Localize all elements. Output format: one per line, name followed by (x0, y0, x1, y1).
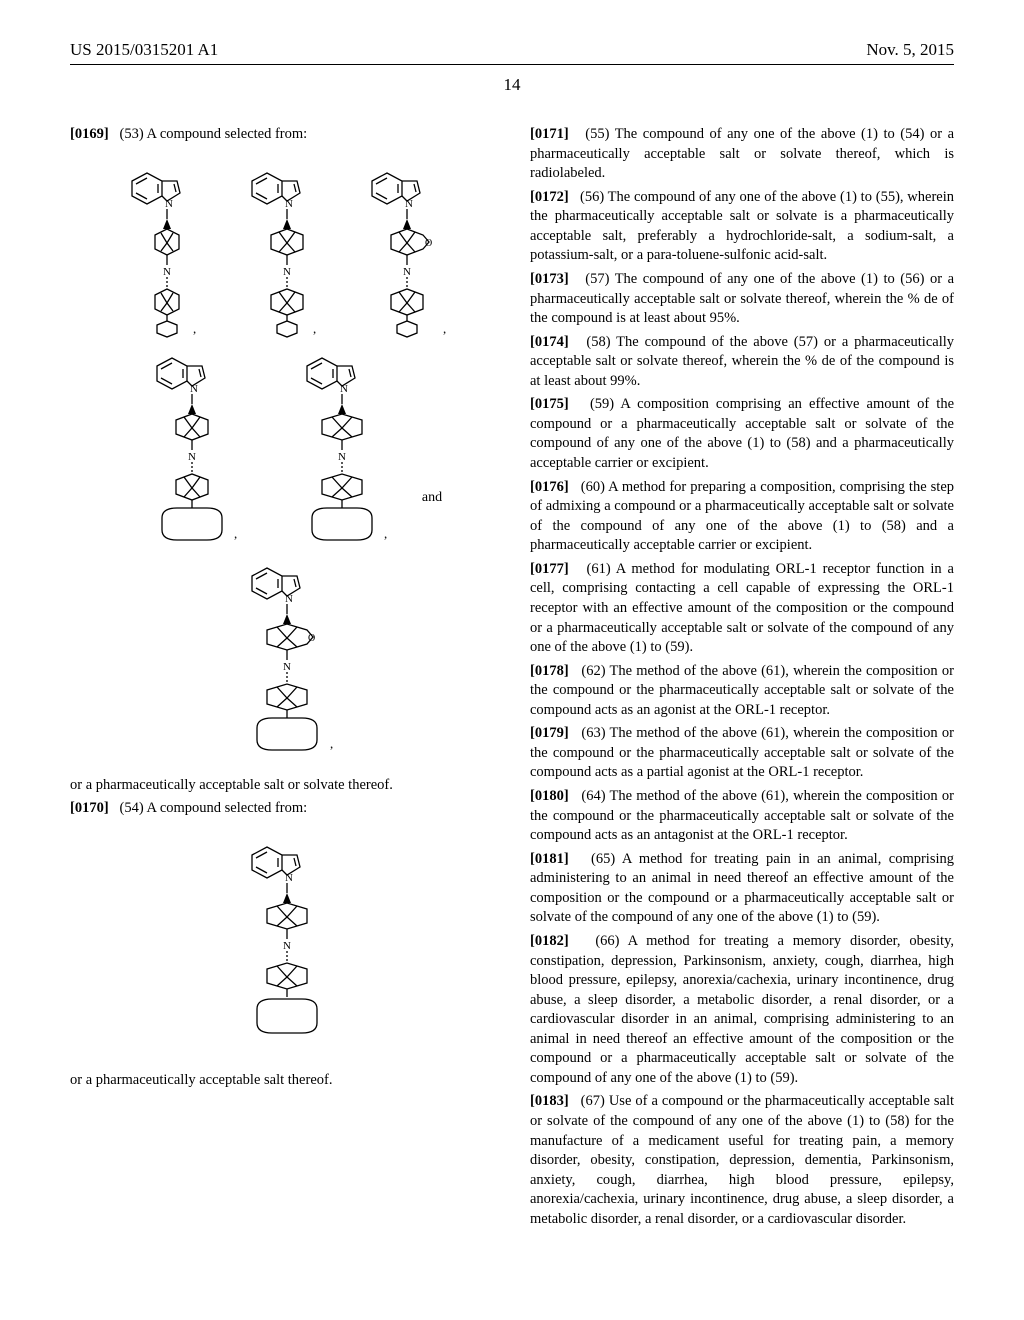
svg-text:N: N (403, 266, 411, 278)
svg-text:N: N (285, 872, 293, 884)
para-text: (55) The compound of any one of the abov… (530, 126, 954, 181)
molecule-6: N O N (212, 558, 352, 758)
svg-text:N: N (163, 266, 171, 278)
svg-text:N: N (405, 198, 413, 210)
svg-text:N: N (283, 940, 291, 952)
molecule-3: N O N (347, 163, 457, 338)
molecule-1: N N (107, 163, 207, 338)
para-num: [0183] (530, 1093, 569, 1109)
para-text: (66) A method for treating a memory diso… (530, 933, 954, 1086)
chem-structures-54: N N (70, 837, 494, 1054)
para-num: [0180] (530, 788, 569, 804)
para-0169: [0169] (53) A compound selected from: (70, 125, 494, 145)
para-0174: [0174] (58) The compound of the above (5… (530, 333, 954, 392)
svg-text:O: O (425, 238, 432, 249)
after-chem-1: or a pharmaceutically acceptable salt or… (70, 776, 494, 796)
para-num: [0176] (530, 479, 569, 495)
publication-date: Nov. 5, 2015 (866, 40, 954, 60)
para-text: (65) A method for treating pain in an an… (530, 851, 954, 926)
para-text: (67) Use of a compound or the pharmaceut… (530, 1093, 954, 1226)
para-num: [0169] (70, 126, 109, 142)
para-0179: [0179] (63) The method of the above (61)… (530, 724, 954, 783)
after-chem-2: or a pharmaceutically acceptable salt th… (70, 1071, 494, 1091)
para-num: [0182] (530, 933, 569, 949)
svg-text:N: N (283, 266, 291, 278)
svg-text:,: , (330, 736, 333, 751)
svg-text:N: N (285, 593, 293, 605)
chem-structures-53: N N (70, 163, 494, 758)
para-0178: [0178] (62) The method of the above (61)… (530, 662, 954, 721)
para-text: (56) The compound of any one of the abov… (530, 189, 954, 264)
molecule-7: N N (212, 837, 352, 1047)
para-text: (57) The compound of any one of the abov… (530, 271, 954, 326)
right-column: [0171] (55) The compound of any one of t… (530, 125, 954, 1233)
left-column: [0169] (53) A compound selected from: N (70, 125, 494, 1233)
para-text: (58) The compound of the above (57) or a… (530, 334, 954, 389)
page-number: 14 (70, 75, 954, 95)
svg-text:N: N (340, 383, 348, 395)
para-0181: [0181] (65) A method for treating pain i… (530, 850, 954, 928)
para-text: (59) A composition comprising an effecti… (530, 396, 954, 471)
para-num: [0174] (530, 334, 569, 350)
svg-text:N: N (165, 198, 173, 210)
para-0171: [0171] (55) The compound of any one of t… (530, 125, 954, 184)
molecule-2: N N (227, 163, 327, 338)
para-0172: [0172] (56) The compound of any one of t… (530, 188, 954, 266)
svg-text:,: , (384, 526, 387, 541)
para-text: (53) A compound selected from: (120, 126, 308, 142)
header-rule (70, 64, 954, 65)
molecule-5: N N , (272, 348, 402, 548)
para-num: [0171] (530, 126, 569, 142)
para-0177: [0177] (61) A method for modulating ORL-… (530, 560, 954, 658)
para-text: (62) The method of the above (61), where… (530, 663, 954, 718)
svg-text:,: , (313, 321, 316, 336)
chem-row-2: N N (70, 348, 494, 548)
para-num: [0181] (530, 851, 569, 867)
para-num: [0175] (530, 396, 569, 412)
chem-row-3: N O N (70, 558, 494, 758)
svg-text:O: O (308, 633, 315, 644)
para-num: [0173] (530, 271, 569, 287)
para-text: (60) A method for preparing a compositio… (530, 479, 954, 554)
para-text: (63) The method of the above (61), where… (530, 725, 954, 780)
svg-text:N: N (285, 198, 293, 210)
para-0183: [0183] (67) Use of a compound or the pha… (530, 1092, 954, 1229)
publication-number: US 2015/0315201 A1 (70, 40, 218, 60)
and-label: and (422, 489, 442, 508)
para-0175: [0175] (59) A composition comprising an … (530, 395, 954, 473)
para-0170: [0170] (54) A compound selected from: (70, 799, 494, 819)
chem-row-1: N N (70, 163, 494, 338)
para-num: [0178] (530, 663, 569, 679)
para-text: (54) A compound selected from: (120, 800, 308, 816)
svg-text:N: N (190, 383, 198, 395)
svg-text:N: N (338, 451, 346, 463)
page-header: US 2015/0315201 A1 Nov. 5, 2015 (70, 40, 954, 60)
para-0176: [0176] (60) A method for preparing a com… (530, 478, 954, 556)
para-num: [0170] (70, 800, 109, 816)
svg-text:,: , (443, 321, 446, 336)
para-text: (64) The method of the above (61), where… (530, 788, 954, 843)
para-0182: [0182] (66) A method for treating a memo… (530, 932, 954, 1089)
svg-text:,: , (193, 321, 196, 336)
para-0180: [0180] (64) The method of the above (61)… (530, 787, 954, 846)
svg-text:,: , (234, 526, 237, 541)
para-text: (61) A method for modulating ORL-1 recep… (530, 561, 954, 655)
para-num: [0172] (530, 189, 569, 205)
svg-text:N: N (188, 451, 196, 463)
para-num: [0177] (530, 561, 569, 577)
para-0173: [0173] (57) The compound of any one of t… (530, 270, 954, 329)
svg-text:N: N (283, 661, 291, 673)
molecule-4: N N (122, 348, 252, 548)
para-num: [0179] (530, 725, 569, 741)
